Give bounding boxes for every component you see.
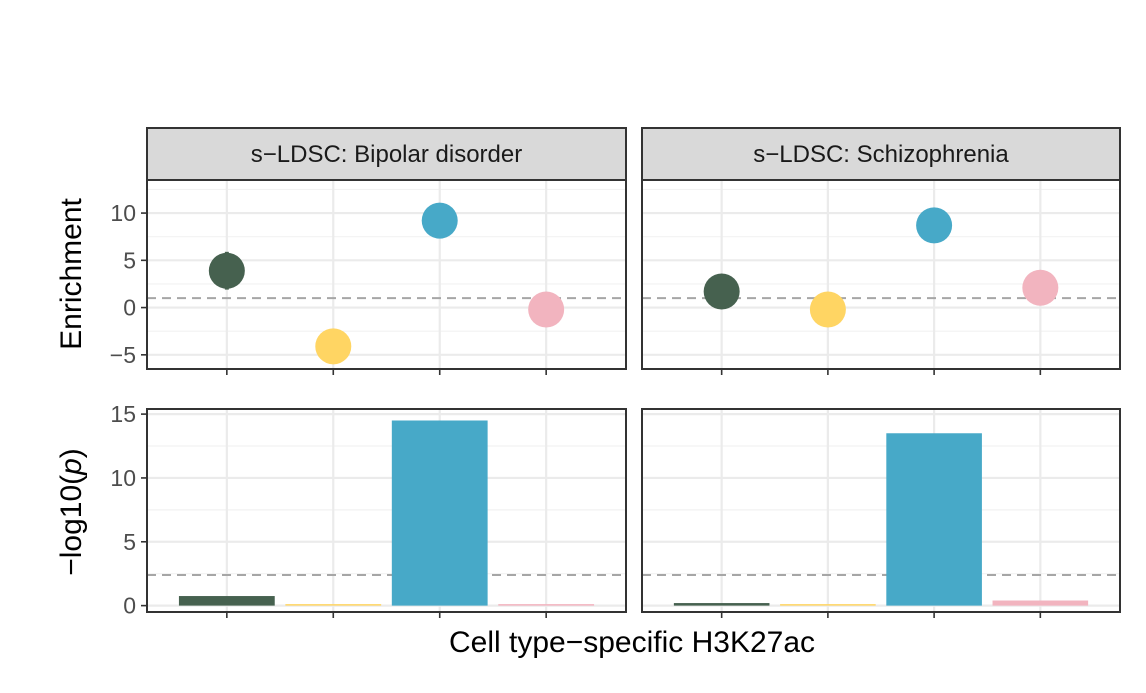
y-axis-title-pvalue-prefix: −log10( xyxy=(55,475,88,576)
y-tick-label: 5 xyxy=(123,247,136,273)
panel-border xyxy=(146,179,627,370)
panel-border xyxy=(641,179,1121,370)
panel-background xyxy=(147,409,626,612)
facet-label-left: s−LDSC: Bipolar disorder xyxy=(251,141,522,168)
y-tick-label: 10 xyxy=(110,465,136,491)
data-point-schizophrenia-4 xyxy=(1022,269,1059,306)
panel-border xyxy=(641,408,1121,613)
x-axis-title: Cell type−specific H3K27ac xyxy=(449,626,815,659)
facet-strip-left: s−LDSC: Bipolar disorder xyxy=(146,127,627,181)
data-point-schizophrenia-1 xyxy=(703,273,740,310)
y-axis-ticks-pvalue: 0 5 10 15 xyxy=(110,401,136,619)
bar-schizophrenia-2 xyxy=(780,604,876,606)
y-axis-ticks-enrichment: −5 0 5 10 xyxy=(110,200,136,368)
panel-background xyxy=(642,409,1120,612)
bar-bipolar-2 xyxy=(285,604,382,606)
bar-schizophrenia-3 xyxy=(886,433,982,606)
bar-bipolar-4 xyxy=(498,604,595,606)
pvalue-panel-bipolar xyxy=(141,408,627,618)
data-point-bipolar-4 xyxy=(528,291,565,328)
bar-schizophrenia-1 xyxy=(673,603,770,606)
facet-strip-right: s−LDSC: Schizophrenia xyxy=(641,127,1121,181)
facet-label-right: s−LDSC: Schizophrenia xyxy=(753,141,1009,168)
y-tick-label: 5 xyxy=(123,529,136,555)
y-tick-label: 0 xyxy=(123,593,136,619)
bar-bipolar-1 xyxy=(178,596,275,606)
y-tick-label: 15 xyxy=(110,401,136,427)
data-point-schizophrenia-2 xyxy=(809,291,846,328)
y-tick-label: 0 xyxy=(123,295,136,321)
y-axis-title-pvalue-suffix: ) xyxy=(55,448,88,458)
bar-schizophrenia-4 xyxy=(992,600,1089,606)
data-point-bipolar-2 xyxy=(315,328,352,365)
y-axis-title-pvalue: −log10(p) xyxy=(55,448,88,576)
y-tick-label: 10 xyxy=(110,200,136,226)
enrichment-panel-bipolar xyxy=(141,179,627,375)
y-tick-label: −5 xyxy=(110,342,136,368)
y-axis-title-pvalue-var: p xyxy=(55,458,88,476)
bar-bipolar-3 xyxy=(391,420,488,606)
y-axis-title-enrichment: Enrichment xyxy=(55,197,88,349)
data-point-schizophrenia-3 xyxy=(916,207,953,244)
enrichment-panel-schizophrenia xyxy=(641,179,1121,375)
data-point-bipolar-1 xyxy=(208,252,245,289)
panel-border xyxy=(146,408,627,613)
pvalue-panel-schizophrenia xyxy=(641,408,1121,618)
data-point-bipolar-3 xyxy=(421,202,458,239)
